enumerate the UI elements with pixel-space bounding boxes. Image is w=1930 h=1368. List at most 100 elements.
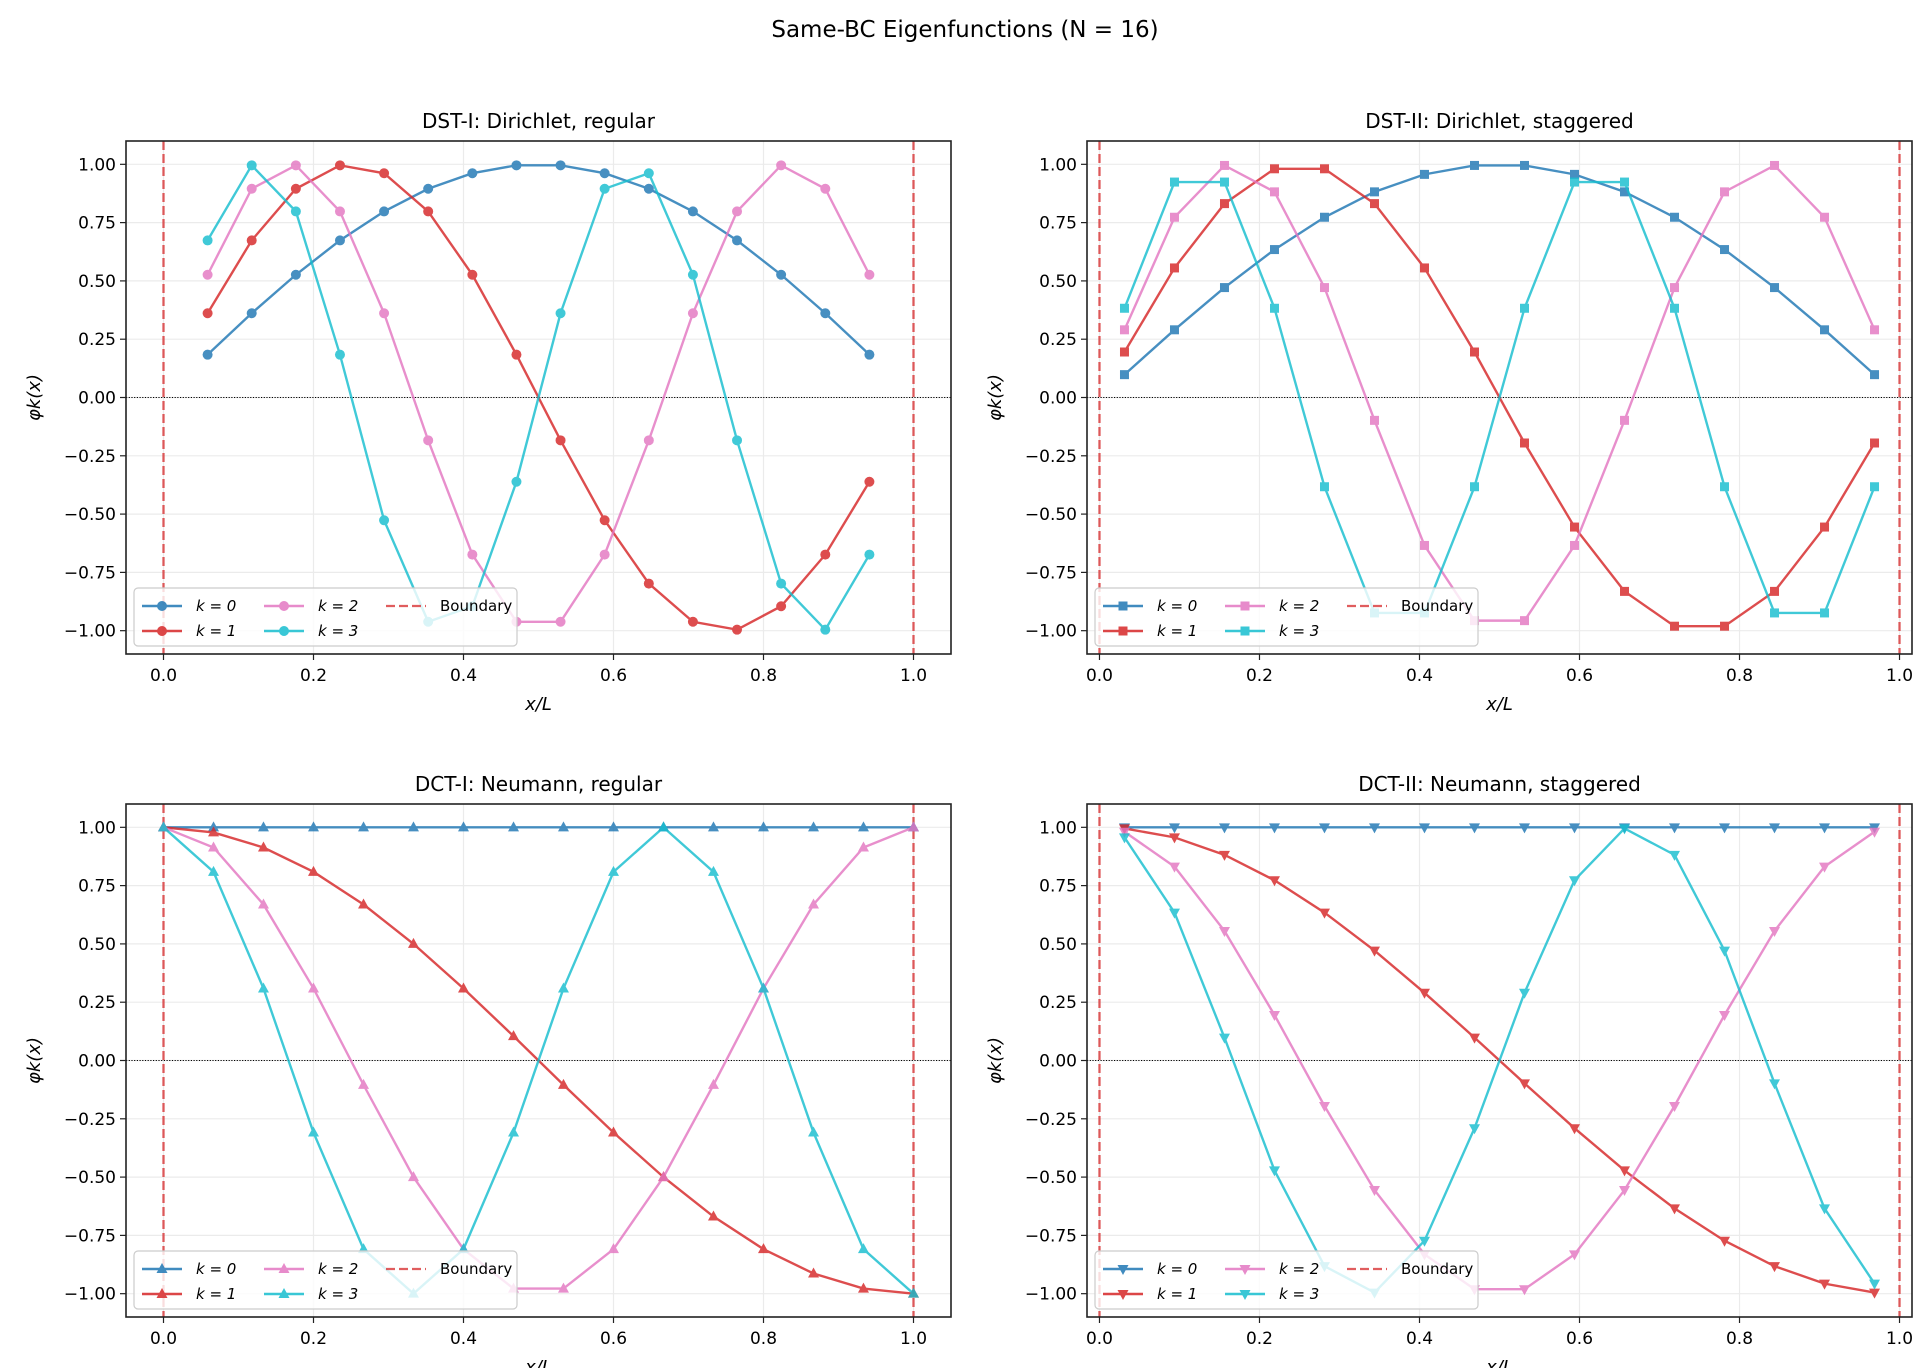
- data-point: [1519, 1285, 1531, 1296]
- data-point: [1619, 824, 1631, 835]
- data-point: [1319, 164, 1329, 174]
- y-tick-label: 1.00: [78, 818, 116, 838]
- data-point: [1218, 1033, 1230, 1044]
- data-point: [1570, 522, 1580, 532]
- legend-entry-k1: [142, 1288, 182, 1298]
- legend-marker: [278, 1263, 290, 1273]
- x-tick-label: 0.6: [1566, 1329, 1593, 1349]
- data-point: [1219, 177, 1229, 187]
- data-point: [1269, 303, 1279, 313]
- legend-box: [1094, 1250, 1479, 1310]
- legend-entry-k2: [264, 601, 304, 611]
- legend-marker: [1240, 601, 1250, 611]
- x-tick-label: 0.0: [150, 666, 177, 686]
- subplot-title: DST-II: Dirichlet, staggered: [1365, 109, 1633, 133]
- y-tick-label: 1.00: [1039, 818, 1077, 838]
- x-tick-label: 1.0: [900, 1329, 927, 1349]
- data-point: [290, 183, 301, 194]
- data-point: [467, 168, 478, 179]
- series-line: [162, 825, 915, 1296]
- series-k0: [1119, 160, 1880, 380]
- series-k2: [1118, 827, 1881, 1296]
- legend-label: k = 3: [1279, 622, 1319, 640]
- y-tick-label: 0.75: [1039, 214, 1077, 234]
- series-line: [206, 164, 871, 356]
- series-k0: [202, 160, 875, 360]
- data-point: [687, 206, 698, 217]
- legend-entry-k0: [142, 1263, 182, 1273]
- data-point: [1720, 245, 1730, 255]
- data-point: [1468, 1033, 1480, 1044]
- legend-marker: [156, 1263, 168, 1273]
- legend-label: k = 3: [1279, 1285, 1319, 1303]
- data-point: [1468, 1124, 1480, 1135]
- data-point: [555, 160, 566, 171]
- data-point: [808, 898, 820, 909]
- x-tick-label: 0.8: [750, 1329, 777, 1349]
- data-point: [1169, 325, 1179, 335]
- data-point: [308, 821, 319, 832]
- data-point: [1570, 540, 1580, 550]
- x-tick-label: 0.4: [1406, 1329, 1433, 1349]
- y-tick-label: 0.50: [1039, 935, 1077, 955]
- data-point: [1169, 212, 1179, 222]
- data-point: [1469, 160, 1479, 170]
- data-point: [290, 206, 301, 217]
- series-line: [1123, 180, 1876, 615]
- data-point: [458, 982, 469, 993]
- data-point: [1569, 1250, 1581, 1261]
- y-tick-label: 0.75: [78, 877, 116, 897]
- data-point: [1368, 1186, 1380, 1197]
- data-point: [1520, 616, 1530, 626]
- data-point: [1620, 586, 1630, 596]
- x-tick-label: 0.0: [1086, 1329, 1113, 1349]
- data-point: [208, 841, 220, 852]
- data-point: [820, 549, 831, 560]
- legend-marker: [1117, 1290, 1129, 1300]
- data-point: [1469, 482, 1479, 492]
- data-point: [379, 515, 390, 526]
- y-axis-label: φk(x): [985, 1037, 1006, 1084]
- data-point: [864, 549, 875, 560]
- data-point: [1168, 833, 1180, 844]
- data-point: [358, 1078, 370, 1089]
- data-point: [1219, 199, 1229, 209]
- data-point: [1218, 823, 1230, 834]
- data-point: [820, 183, 831, 194]
- series-line: [1123, 164, 1876, 376]
- data-point: [1819, 1279, 1831, 1290]
- legend-entry-k1: [1103, 626, 1143, 636]
- data-point: [599, 515, 610, 526]
- data-point: [1319, 212, 1329, 222]
- data-point: [1169, 263, 1179, 273]
- data-point: [1118, 833, 1130, 844]
- data-point: [1268, 823, 1280, 834]
- y-tick-label: −0.50: [64, 1168, 116, 1188]
- x-tick-label: 0.8: [1726, 666, 1753, 686]
- y-tick-label: 1.00: [78, 155, 116, 175]
- data-point: [608, 1243, 619, 1254]
- data-point: [1570, 177, 1580, 187]
- data-point: [467, 269, 478, 280]
- data-point: [1720, 482, 1730, 492]
- data-point: [1869, 1279, 1881, 1290]
- data-point: [308, 1126, 319, 1137]
- legend: k = 0 k = 1 k = 2 k = 3 Boundary: [1094, 1250, 1479, 1310]
- data-point: [1770, 608, 1780, 618]
- data-point: [1418, 988, 1430, 999]
- data-point: [257, 821, 269, 832]
- data-point: [202, 235, 213, 246]
- legend-marker: [278, 1288, 290, 1298]
- legend-entry-k3: [1225, 1290, 1265, 1300]
- data-point: [1619, 1166, 1631, 1177]
- x-tick-label: 0.0: [1086, 666, 1113, 686]
- x-axis-label: x/L: [524, 694, 552, 715]
- data-point: [908, 821, 919, 832]
- legend-label: k = 2: [318, 1260, 358, 1278]
- data-point: [1520, 438, 1530, 448]
- data-point: [334, 235, 345, 246]
- data-point: [707, 1078, 719, 1089]
- data-point: [857, 841, 869, 852]
- data-point: [776, 269, 787, 280]
- subplot-title: DCT-I: Neumann, regular: [415, 772, 663, 796]
